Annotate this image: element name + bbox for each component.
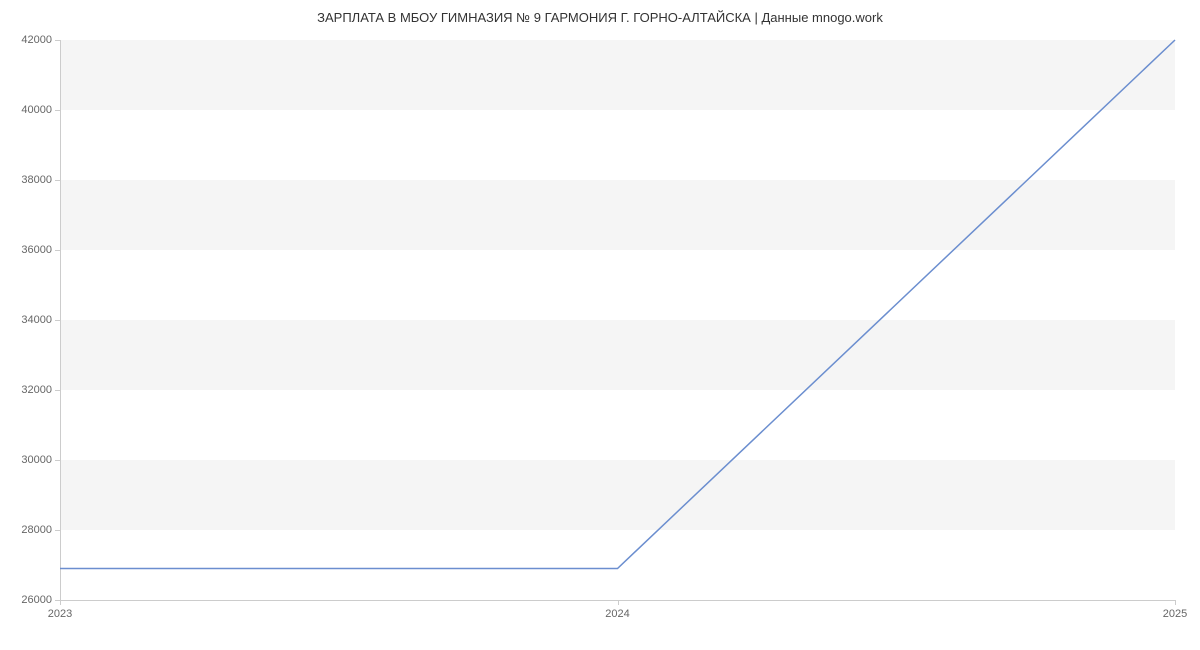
y-tick-label: 30000 bbox=[21, 454, 52, 466]
y-tick-label: 42000 bbox=[21, 34, 52, 46]
y-tick-label: 32000 bbox=[21, 384, 52, 396]
y-tick-label: 38000 bbox=[21, 174, 52, 186]
y-tick-label: 40000 bbox=[21, 104, 52, 116]
y-tick-label: 34000 bbox=[21, 314, 52, 326]
y-tick-label: 28000 bbox=[21, 524, 52, 536]
chart-title: ЗАРПЛАТА В МБОУ ГИМНАЗИЯ № 9 ГАРМОНИЯ Г.… bbox=[0, 0, 1200, 25]
salary-chart: ЗАРПЛАТА В МБОУ ГИМНАЗИЯ № 9 ГАРМОНИЯ Г.… bbox=[0, 0, 1200, 650]
x-tick-label: 2024 bbox=[605, 608, 629, 620]
x-axis-line bbox=[60, 600, 1175, 601]
line-series-svg bbox=[60, 40, 1175, 600]
line-series bbox=[60, 40, 1175, 569]
y-tick-label: 26000 bbox=[21, 594, 52, 606]
x-tick-label: 2025 bbox=[1163, 608, 1187, 620]
x-tick-label: 2023 bbox=[48, 608, 72, 620]
x-tick bbox=[1175, 600, 1176, 605]
y-tick-label: 36000 bbox=[21, 244, 52, 256]
plot-area: 2600028000300003200034000360003800040000… bbox=[60, 40, 1175, 600]
